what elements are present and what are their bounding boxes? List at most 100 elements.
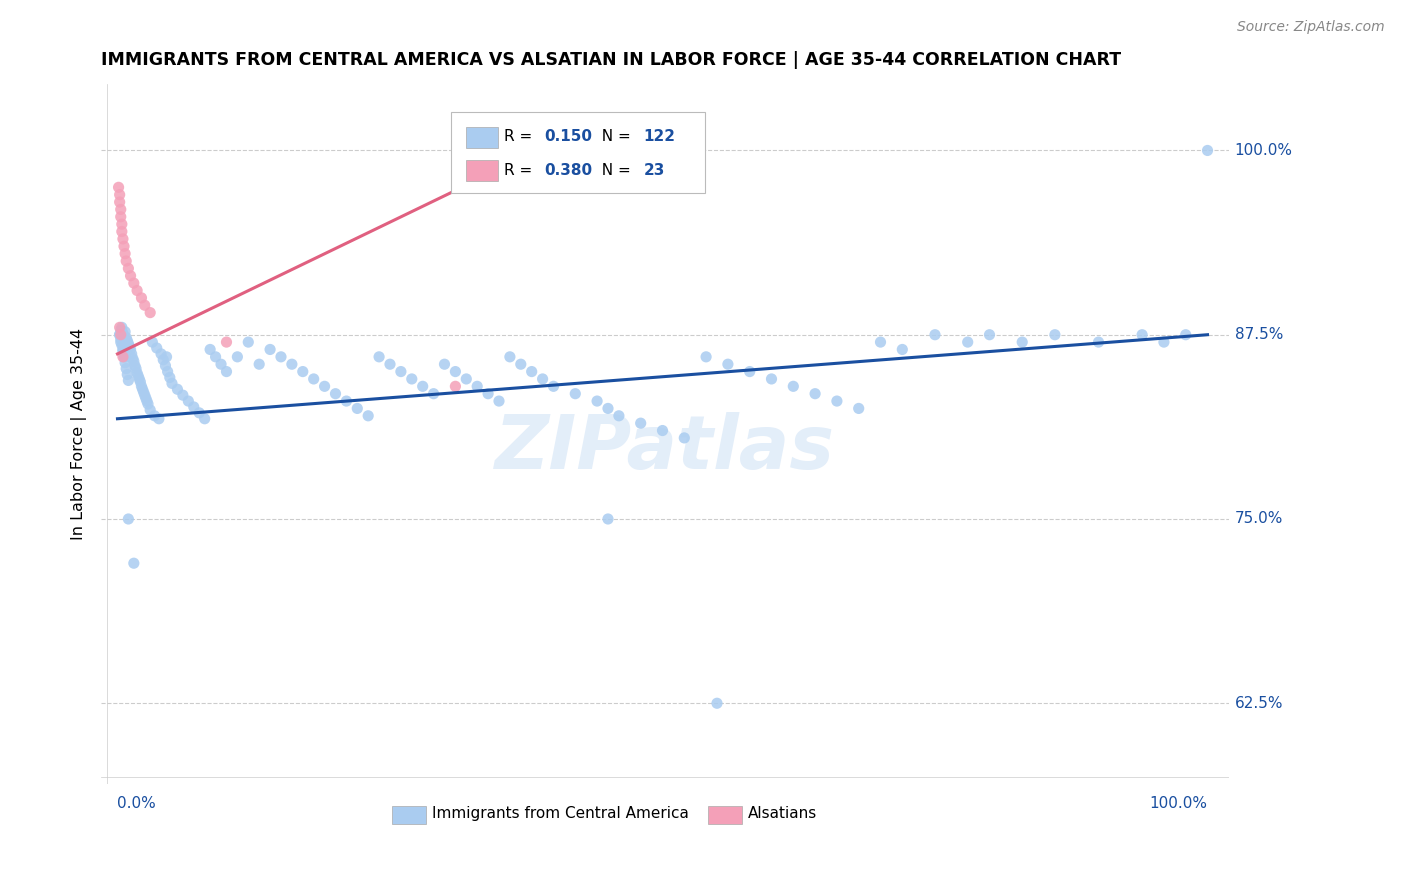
Point bbox=[259, 343, 281, 357]
Point bbox=[128, 372, 150, 386]
Point bbox=[651, 424, 673, 438]
Point bbox=[314, 379, 336, 393]
Point bbox=[607, 409, 630, 423]
Point bbox=[204, 350, 226, 364]
Point bbox=[596, 401, 619, 416]
Point bbox=[630, 416, 652, 430]
Point bbox=[111, 217, 134, 231]
Y-axis label: In Labor Force | Age 35-44: In Labor Force | Age 35-44 bbox=[72, 328, 87, 541]
Point bbox=[869, 335, 891, 350]
Point bbox=[117, 368, 139, 382]
Text: 0.0%: 0.0% bbox=[118, 797, 156, 811]
Point bbox=[596, 512, 619, 526]
Text: 75.0%: 75.0% bbox=[1234, 511, 1284, 526]
Point bbox=[198, 343, 221, 357]
Text: N =: N = bbox=[592, 129, 636, 145]
Text: Alsatians: Alsatians bbox=[748, 806, 817, 822]
Point bbox=[531, 372, 554, 386]
FancyBboxPatch shape bbox=[392, 806, 426, 824]
Point bbox=[155, 350, 177, 364]
Point bbox=[131, 379, 153, 393]
Point bbox=[122, 354, 145, 368]
Point bbox=[520, 365, 543, 379]
Text: 100.0%: 100.0% bbox=[1150, 797, 1208, 811]
FancyBboxPatch shape bbox=[451, 112, 704, 193]
Point bbox=[108, 195, 131, 210]
Point bbox=[291, 365, 314, 379]
Point bbox=[422, 386, 444, 401]
Point bbox=[586, 394, 609, 409]
Point bbox=[108, 327, 131, 342]
Point bbox=[412, 379, 434, 393]
Point bbox=[121, 351, 143, 366]
Point bbox=[152, 352, 174, 367]
Point bbox=[1087, 335, 1109, 350]
Point bbox=[1011, 335, 1033, 350]
Point bbox=[127, 369, 149, 384]
Point bbox=[215, 365, 238, 379]
Point bbox=[111, 338, 134, 352]
Point bbox=[188, 406, 211, 420]
Point bbox=[456, 372, 478, 386]
Point bbox=[357, 409, 380, 423]
Point bbox=[110, 335, 132, 350]
Point bbox=[368, 350, 391, 364]
Point bbox=[139, 305, 162, 319]
Point bbox=[122, 556, 145, 570]
Point bbox=[114, 356, 136, 370]
Point bbox=[177, 394, 200, 409]
Point bbox=[782, 379, 804, 393]
Point bbox=[247, 357, 270, 371]
Point bbox=[155, 359, 177, 373]
Point bbox=[110, 202, 132, 217]
Text: Source: ZipAtlas.com: Source: ZipAtlas.com bbox=[1237, 20, 1385, 34]
Point bbox=[848, 401, 870, 416]
Point bbox=[108, 327, 131, 342]
Text: N =: N = bbox=[592, 162, 636, 178]
Point bbox=[129, 375, 152, 389]
Point bbox=[131, 382, 153, 396]
Point bbox=[110, 210, 132, 224]
Point bbox=[115, 361, 138, 376]
Point bbox=[717, 357, 740, 371]
Point bbox=[117, 373, 139, 387]
Point bbox=[564, 386, 586, 401]
FancyBboxPatch shape bbox=[465, 127, 498, 148]
Point bbox=[135, 391, 157, 405]
Point bbox=[112, 350, 135, 364]
Text: ZIPatlas: ZIPatlas bbox=[495, 412, 835, 484]
Text: 23: 23 bbox=[644, 162, 665, 178]
Point bbox=[111, 320, 134, 334]
Point bbox=[302, 372, 325, 386]
Text: Immigrants from Central America: Immigrants from Central America bbox=[432, 806, 689, 822]
Text: 122: 122 bbox=[644, 129, 676, 145]
Text: R =: R = bbox=[503, 162, 537, 178]
Point bbox=[111, 232, 134, 246]
Point bbox=[238, 335, 260, 350]
Point bbox=[706, 696, 728, 710]
Text: IMMIGRANTS FROM CENTRAL AMERICA VS ALSATIAN IN LABOR FORCE | AGE 35-44 CORRELATI: IMMIGRANTS FROM CENTRAL AMERICA VS ALSAT… bbox=[101, 51, 1121, 69]
Point bbox=[738, 365, 761, 379]
Point bbox=[477, 386, 499, 401]
Point bbox=[270, 350, 292, 364]
Point bbox=[111, 350, 134, 364]
Point bbox=[110, 327, 132, 342]
Point bbox=[131, 291, 153, 305]
Point bbox=[346, 401, 368, 416]
Point bbox=[389, 365, 412, 379]
Text: 87.5%: 87.5% bbox=[1234, 327, 1284, 343]
Point bbox=[509, 357, 531, 371]
Point bbox=[1174, 327, 1197, 342]
Point bbox=[115, 254, 138, 268]
Point bbox=[543, 379, 565, 393]
Point bbox=[160, 376, 183, 391]
Point bbox=[145, 341, 167, 355]
Point bbox=[1043, 327, 1066, 342]
Point bbox=[124, 359, 146, 373]
Point bbox=[127, 366, 149, 380]
Point bbox=[136, 397, 159, 411]
Point bbox=[134, 388, 156, 402]
Point bbox=[488, 394, 510, 409]
Point bbox=[117, 334, 139, 348]
Point bbox=[378, 357, 401, 371]
